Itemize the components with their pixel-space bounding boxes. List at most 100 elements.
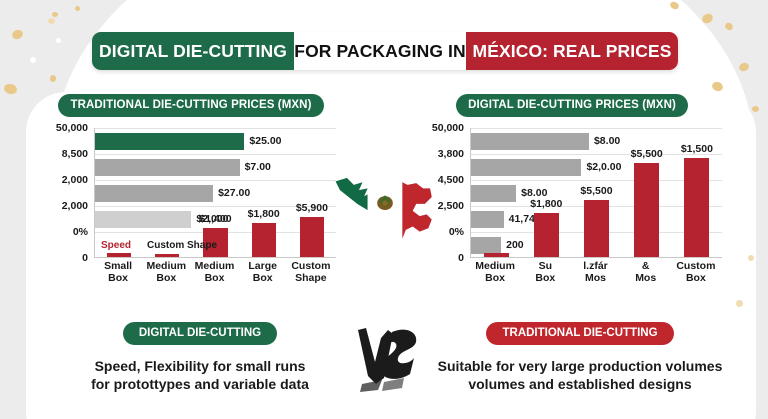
plot-digital: 50,000 3,800 4,500 2,500 0% 0 $8.00 $2,0.00 $8.… [422, 122, 722, 283]
title-segment-green: DIGITAL DIE-CUTTING [92, 32, 294, 70]
footer-line-2: for protottypes and variable data [91, 376, 309, 392]
bar-value-label: $25.00 [249, 135, 282, 147]
footer-pill-digital: DIGITAL DIE-CUTTING [122, 322, 278, 345]
bar-value-label: $5,500 [580, 184, 613, 197]
horizontal-bar-fill [471, 184, 517, 202]
y-axis-tick: 2,000 [61, 174, 88, 186]
bar-value-label: $2,0.00 [586, 161, 622, 173]
x-axis-tick: & Mos [635, 260, 657, 284]
gridline [95, 206, 336, 207]
y-axis-tick: 2,000 [61, 200, 88, 212]
bar-value-label: $1,800 [530, 197, 563, 210]
plot-area-traditional: $25.00 $7.00 $27.00 $2,000 $1,400 $1,800 $5,90… [94, 128, 336, 258]
chart-panel-digital: DIGITAL DIE-CUTTING PRICES (MXN) 50,000 3… [422, 94, 722, 283]
y-axis-tick: 0% [448, 226, 464, 238]
y-axis-tick: 50,000 [55, 122, 88, 134]
confetti-dot [737, 61, 751, 73]
horizontal-bar: $27.00 [95, 184, 336, 202]
plot-area-digital: $8.00 $2,0.00 $8.00 41,740 200 $1,800 $5,500 $5… [470, 128, 722, 258]
title-banner: DIGITAL DIE-CUTTING FOR PACKAGING IN MÉX… [92, 32, 678, 70]
bar-value-label: $8.00 [521, 187, 548, 199]
x-axis-tick: Medium Box [146, 260, 187, 284]
confetti-dot [723, 21, 735, 32]
vertical-bar: $1,400 [199, 213, 232, 257]
confetti-dot [10, 28, 25, 41]
title-segment-red: MÉXICO: REAL PRICES [466, 32, 678, 70]
footer-line-1: Speed, Flexibility for small runs [94, 358, 306, 374]
y-axis-tick: 0% [72, 226, 88, 238]
chart-panel-traditional: TRADITIONAL DIE-CUTTING PRICES (MXN) 50,… [46, 94, 336, 283]
x-axis-tick: Medium Box [475, 260, 515, 284]
eagle-emblem [377, 195, 393, 210]
y-axis-tick: 0 [458, 252, 464, 264]
bar-value-label: $1,800 [247, 208, 280, 221]
gridline [471, 128, 722, 129]
horizontal-bar: $25.00 [95, 132, 336, 150]
horizontal-bar: 41,740 [471, 210, 722, 228]
horizontal-bar: $8.00 [471, 184, 722, 202]
horizontal-bar: $7.00 [95, 158, 336, 176]
x-axis-tick: Custom Box [676, 260, 716, 284]
x-axis-tick: Su Box [535, 260, 556, 284]
bar-value-label: 41,740 [508, 213, 541, 225]
bar-value-label: $8.00 [593, 135, 621, 147]
x-axis-digital: Medium Box Su Box l.zfár Mos & Mos Custom Box [470, 259, 722, 289]
gridline [95, 128, 336, 129]
bar-value-label: $5,500 [630, 148, 663, 161]
horizontal-bar-fill [95, 184, 214, 202]
confetti-dot [736, 300, 743, 307]
horizontal-bar-fill [471, 132, 589, 150]
confetti-dot [752, 106, 759, 112]
footer-digital: DIGITAL DIE-CUTTING Speed, Flexibility f… [62, 322, 338, 393]
confetti-dot [2, 82, 19, 96]
bar-value-label: $5,900 [295, 201, 328, 214]
x-axis-tick: l.zfár Mos [583, 260, 608, 284]
horizontal-bar: $2,0.00 [471, 158, 722, 176]
gridline [95, 154, 336, 155]
confetti-dot [50, 75, 56, 82]
footer-text-traditional: Suitable for very large production volum… [430, 357, 730, 393]
horizontal-bar: $2,000 [95, 210, 336, 228]
footer-line-1: Suitable for very large production volum… [437, 358, 723, 374]
mexico-flag-map-icon [333, 160, 437, 260]
x-axis-traditional: Small Box Medium Box Medium Box Large Box Custom… [94, 259, 336, 289]
x-axis-tick: Large Box [248, 260, 277, 284]
y-axis-digital: 50,000 3,800 4,500 2,500 0% 0 [422, 122, 468, 276]
horizontal-bar: $8.00 [471, 132, 722, 150]
confetti-dot [748, 255, 754, 261]
y-axis-tick: 2,500 [437, 200, 464, 212]
horizontal-bar-fill [95, 210, 192, 228]
confetti-dot [52, 12, 58, 17]
footer-line-2: volumes and established designs [468, 376, 692, 392]
y-axis-tick: 50,000 [431, 122, 464, 134]
vertical-bar: $5,900 [296, 202, 328, 257]
bar-value-label: $7.00 [244, 161, 271, 173]
y-axis-tick: 4,500 [437, 174, 464, 186]
y-axis-tick: 8,500 [61, 148, 88, 160]
vertical-bar: $5,500 [580, 185, 613, 257]
bar-value-label: $27.00 [218, 187, 251, 199]
gridline [95, 180, 336, 181]
confetti-dot [48, 18, 55, 24]
plot-traditional: 50,000 8,500 2,000 2,000 0% 0 $25.00 $7.00 $27.… [46, 122, 336, 283]
x-axis-tick: Small Box [104, 260, 133, 284]
horizontal-bar: 200 [471, 236, 722, 254]
vertical-bar [107, 253, 132, 257]
inline-note: Custom Shape [147, 240, 218, 251]
confetti-dot [75, 6, 80, 11]
vertical-bar [155, 254, 180, 257]
x-axis-tick: Medium Box [194, 260, 235, 284]
bar-value-label: $1,400 [199, 213, 232, 226]
horizontal-bar-fill [471, 236, 502, 254]
footer-pill-traditional: TRADITIONAL DIE-CUTTING [486, 322, 674, 345]
horizontal-bar-fill [471, 158, 582, 176]
footer-text-digital: Speed, Flexibility for small runs for pr… [62, 357, 338, 393]
horizontal-bar-fill [95, 158, 240, 176]
vertical-bar: $1,500 [681, 143, 713, 257]
horizontal-bar-fill [471, 210, 504, 228]
confetti-dot [56, 38, 61, 43]
vertical-bar [483, 253, 509, 257]
y-axis-traditional: 50,000 8,500 2,000 2,000 0% 0 [46, 122, 92, 276]
bar-value-label: $2,000 [196, 213, 229, 225]
